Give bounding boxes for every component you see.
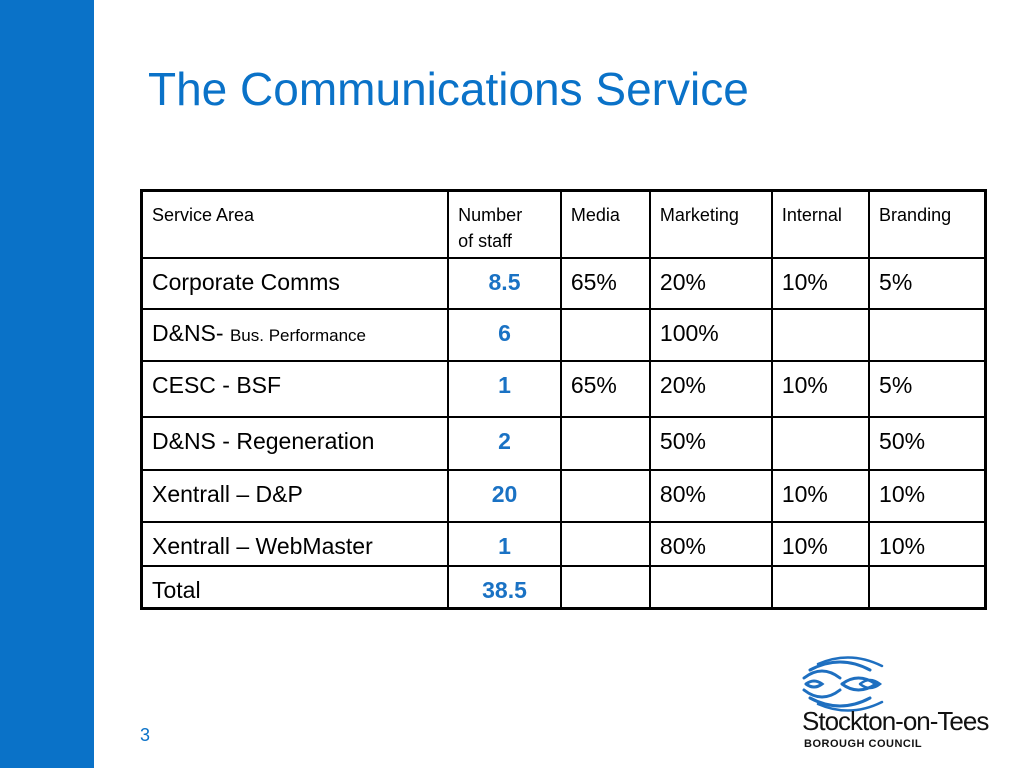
cell-service-area: Xentrall – D&P <box>140 469 450 523</box>
cell-service-area: Xentrall – WebMaster <box>140 521 450 567</box>
cell-media <box>559 469 651 523</box>
cell-branding <box>868 308 987 362</box>
slide-number: 3 <box>140 725 151 745</box>
cell-internal <box>770 565 871 609</box>
table-row: Xentrall – WebMaster 1 80% 10% 10% <box>140 521 987 567</box>
slide-title: The Communications Service <box>148 63 749 115</box>
logo-subtitle: BOROUGH COUNCIL <box>804 738 923 750</box>
left-accent-bar <box>0 0 94 768</box>
cell-branding: 50% <box>868 416 987 471</box>
table-row: CESC - BSF 1 65% 20% 10% 5% <box>140 360 987 418</box>
cell-service-area: Corporate Comms <box>140 257 450 310</box>
cell-internal: 10% <box>770 521 871 567</box>
header-marketing: Marketing <box>648 189 773 259</box>
cell-media <box>559 308 651 362</box>
cell-media <box>559 521 651 567</box>
logo-wordmark: Stockton-on-Tees <box>802 706 989 736</box>
cell-staff: 1 <box>447 360 562 418</box>
cell-service-area: Total <box>140 565 450 609</box>
cell-media <box>559 416 651 471</box>
cell-staff: 1 <box>447 521 562 567</box>
header-number-line1: Number <box>458 205 523 225</box>
cell-staff: 8.5 <box>447 257 562 310</box>
communications-service-table: Service Area Number of staff Media Marke… <box>140 189 987 610</box>
cell-branding: 10% <box>868 469 987 523</box>
cell-staff: 6 <box>447 308 562 362</box>
service-area-sub: Bus. Performance <box>229 326 367 345</box>
cell-internal: 10% <box>770 257 871 310</box>
cell-internal: 10% <box>770 469 871 523</box>
cell-branding: 5% <box>868 360 987 418</box>
cell-service-area: D&NS- Bus. Performance <box>140 308 450 362</box>
cell-staff-total: 38.5 <box>447 565 562 609</box>
header-number-line2: of staff <box>458 231 512 251</box>
cell-branding <box>868 565 987 609</box>
table-row: D&NS- Bus. Performance 6 100% <box>140 308 987 362</box>
cell-internal <box>770 416 871 471</box>
cell-media: 65% <box>559 257 651 310</box>
cell-marketing: 80% <box>648 469 773 523</box>
cell-service-area: CESC - BSF <box>140 360 450 418</box>
cell-service-area: D&NS - Regeneration <box>140 416 450 471</box>
table-row: D&NS - Regeneration 2 50% 50% <box>140 416 987 471</box>
table-row-total: Total 38.5 <box>140 565 987 609</box>
header-service-area: Service Area <box>140 189 450 259</box>
cell-marketing: 50% <box>648 416 773 471</box>
header-internal: Internal <box>770 189 871 259</box>
header-media: Media <box>559 189 651 259</box>
cell-media: 65% <box>559 360 651 418</box>
cell-marketing: 20% <box>648 257 773 310</box>
concentric-arcs-logo-icon <box>802 656 884 712</box>
header-number-of-staff: Number of staff <box>447 189 562 259</box>
cell-marketing: 20% <box>648 360 773 418</box>
cell-staff: 20 <box>447 469 562 523</box>
table-row: Corporate Comms 8.5 65% 20% 10% 5% <box>140 257 987 310</box>
cell-media <box>559 565 651 609</box>
cell-staff: 2 <box>447 416 562 471</box>
cell-marketing <box>648 565 773 609</box>
service-area-main: D&NS- <box>152 320 224 346</box>
cell-internal <box>770 308 871 362</box>
cell-branding: 10% <box>868 521 987 567</box>
cell-marketing: 100% <box>648 308 773 362</box>
header-branding: Branding <box>868 189 987 259</box>
table-header-row: Service Area Number of staff Media Marke… <box>140 189 987 259</box>
cell-marketing: 80% <box>648 521 773 567</box>
cell-internal: 10% <box>770 360 871 418</box>
cell-branding: 5% <box>868 257 987 310</box>
table-row: Xentrall – D&P 20 80% 10% 10% <box>140 469 987 523</box>
